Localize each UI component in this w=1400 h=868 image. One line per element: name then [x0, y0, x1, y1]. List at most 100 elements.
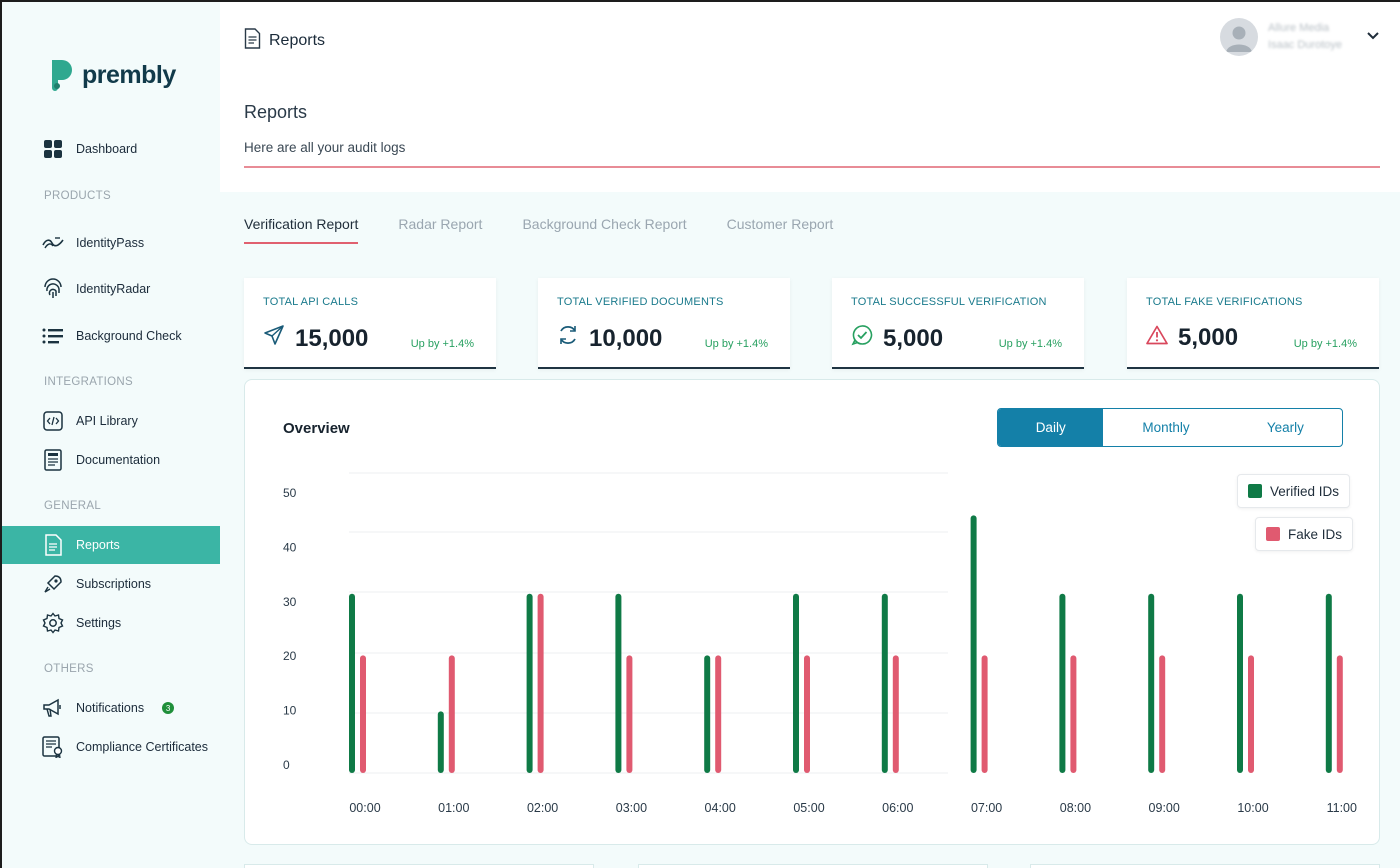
legend-item-fake[interactable]: Fake IDs — [1255, 517, 1354, 551]
bar-fake-ids — [1336, 655, 1343, 773]
report-icon — [244, 28, 261, 54]
chevron-down-icon[interactable] — [1366, 28, 1380, 46]
x-tick-label: 04:00 — [705, 801, 736, 815]
sidebar-item-label: IdentityRadar — [76, 282, 151, 296]
sidebar-item-label: Notifications — [76, 701, 145, 715]
tab-background-check-report[interactable]: Background Check Report — [522, 216, 687, 232]
period-daily-button[interactable]: Daily — [998, 409, 1104, 446]
section-label-general: GENERAL — [44, 500, 102, 512]
sidebar-item-label: API Library — [76, 414, 138, 428]
bar-verified-ids — [349, 593, 355, 773]
brand-name: prembly — [82, 60, 176, 89]
stat-value: 5,000 — [883, 324, 944, 352]
stat-label: TOTAL FAKE VERIFICATIONS — [1146, 296, 1303, 308]
warning-icon — [1146, 324, 1168, 352]
grid-icon — [42, 138, 64, 160]
sidebar-item-notifications[interactable]: Notifications 3 — [2, 689, 220, 727]
user-org: Allure Media — [1268, 21, 1330, 34]
refresh-icon — [557, 324, 579, 353]
y-tick-label: 50 — [283, 486, 297, 500]
legend-label-verified: Verified IDs — [1270, 483, 1340, 499]
section-label-others: OTHERS — [44, 663, 94, 675]
bottom-card-3 — [1030, 864, 1380, 868]
x-tick-label: 06:00 — [882, 801, 913, 815]
stat-card-fake-verifications: TOTAL FAKE VERIFICATIONS 5,000 Up by +1.… — [1127, 278, 1379, 369]
period-yearly-button[interactable]: Yearly — [1266, 420, 1304, 435]
stat-value-row: 5,000 — [1146, 324, 1238, 352]
stat-value-row: 10,000 — [557, 324, 662, 353]
bottom-card-2 — [638, 864, 988, 868]
brand-logo[interactable]: prembly — [48, 58, 176, 92]
overview-bar-chart: 0 10 20 30 40 50 00:00 01:00 02:00 03:00 04:00 05:0… — [283, 472, 1357, 815]
x-tick-label: 01:00 — [438, 801, 469, 815]
stat-value: 15,000 — [295, 324, 369, 352]
y-tick-label: 40 — [283, 540, 297, 554]
section-label-integrations: INTEGRATIONS — [44, 376, 134, 388]
bar-verified-ids — [881, 593, 888, 773]
legend-item-verified[interactable]: Verified IDs — [1237, 474, 1351, 508]
sidebar-item-label: Compliance Certificates — [76, 740, 208, 754]
user-menu[interactable]: Allure Media Isaac Durotoye — [1220, 18, 1380, 56]
sidebar-item-identitypass[interactable]: IdentityPass — [2, 224, 220, 262]
overview-title: Overview — [283, 420, 350, 437]
sidebar-item-label: IdentityPass — [76, 236, 145, 250]
sidebar-item-dashboard[interactable]: Dashboard — [2, 130, 220, 168]
x-tick-label: 02:00 — [527, 801, 558, 815]
sidebar: prembly Dashboard PRODUCTS IdentityPass … — [2, 2, 220, 868]
tab-customer-report[interactable]: Customer Report — [726, 216, 834, 232]
bar-fake-ids — [981, 655, 988, 773]
stat-label: TOTAL SUCCESSFUL VERIFICATION — [851, 296, 1047, 308]
document-icon — [42, 449, 64, 471]
legend-label-fake: Fake IDs — [1288, 526, 1343, 542]
sidebar-item-label: Dashboard — [76, 142, 138, 156]
sidebar-item-api-library[interactable]: API Library — [2, 402, 220, 440]
sidebar-item-label: Reports — [76, 538, 120, 552]
period-monthly-button[interactable]: Monthly — [1142, 420, 1190, 435]
sidebar-item-background-check[interactable]: Background Check — [2, 317, 220, 355]
stat-card-verified-documents: TOTAL VERIFIED DOCUMENTS 10,000 Up by +1… — [538, 278, 790, 369]
rocket-icon — [42, 573, 64, 595]
bar-verified-ids — [1059, 593, 1066, 773]
legend-swatch-fake — [1266, 527, 1280, 541]
x-tick-label: 00:00 — [349, 801, 380, 815]
stat-value: 10,000 — [589, 324, 663, 352]
bar-fake-ids — [1070, 655, 1077, 773]
check-chat-icon — [851, 324, 873, 353]
sidebar-item-label: Subscriptions — [76, 577, 152, 591]
gear-icon — [42, 612, 64, 634]
code-icon — [42, 410, 64, 432]
stat-value-row: 15,000 — [263, 324, 368, 353]
bar-verified-ids — [704, 655, 711, 773]
bar-fake-ids — [715, 655, 722, 773]
x-tick-label: 09:00 — [1149, 801, 1180, 815]
section-label-products: PRODUCTS — [44, 190, 111, 202]
bar-fake-ids — [1248, 655, 1254, 773]
sidebar-item-subscriptions[interactable]: Subscriptions — [2, 565, 220, 603]
sidebar-item-compliance-certificates[interactable]: Compliance Certificates — [2, 728, 220, 766]
fingerprint-icon — [42, 278, 64, 300]
x-tick-label: 03:00 — [616, 801, 647, 815]
stat-change: Up by +1.4% — [1293, 338, 1357, 350]
x-tick-label: 08:00 — [1060, 801, 1091, 815]
tab-radar-report[interactable]: Radar Report — [398, 216, 483, 232]
x-tick-label: 05:00 — [793, 801, 824, 815]
breadcrumb-label: Reports — [269, 32, 326, 49]
sidebar-item-label: Documentation — [76, 453, 161, 467]
send-icon — [263, 324, 285, 353]
bar-fake-ids — [804, 655, 810, 773]
sidebar-item-label: Background Check — [76, 329, 182, 343]
report-tabs: Verification Report Radar Report Backgro… — [244, 216, 833, 244]
sidebar-item-documentation[interactable]: Documentation — [2, 441, 220, 479]
tab-verification-report[interactable]: Verification Report — [244, 216, 359, 244]
sidebar-item-settings[interactable]: Settings — [2, 604, 220, 642]
sidebar-item-reports[interactable]: Reports — [2, 526, 220, 564]
sidebar-item-identityradar[interactable]: IdentityRadar — [2, 270, 220, 308]
bar-fake-ids — [448, 655, 455, 773]
stat-label: TOTAL VERIFIED DOCUMENTS — [557, 296, 724, 308]
bar-verified-ids — [970, 515, 977, 773]
bar-verified-ids — [615, 593, 622, 773]
stat-label: TOTAL API CALLS — [263, 296, 359, 308]
report-icon — [42, 534, 64, 556]
megaphone-icon — [42, 697, 64, 719]
